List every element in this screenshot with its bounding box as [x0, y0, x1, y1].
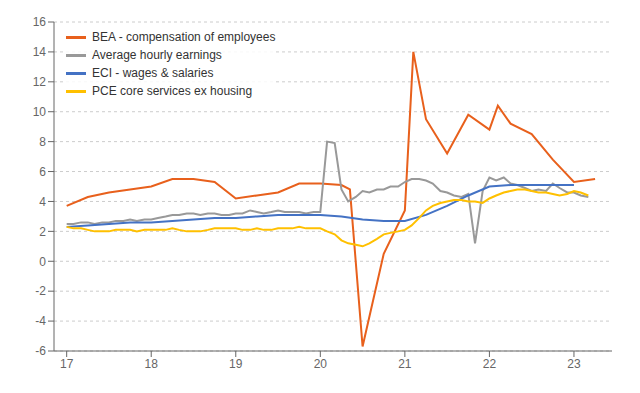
svg-text:16: 16 — [33, 15, 47, 29]
html-text:ECI - wages & salaries: ECI - wages & salaries — [92, 66, 214, 80]
svg-text:-6: -6 — [35, 344, 46, 358]
svg-text:12: 12 — [33, 75, 47, 89]
svg-text:23: 23 — [567, 357, 581, 371]
svg-text:6: 6 — [39, 165, 46, 179]
svg-text:20: 20 — [314, 357, 328, 371]
svg-text:14: 14 — [33, 45, 47, 59]
svg-text:4: 4 — [39, 195, 46, 209]
svg-text:17: 17 — [60, 357, 74, 371]
svg-text:21: 21 — [398, 357, 412, 371]
svg-text:8: 8 — [39, 135, 46, 149]
svg-text:-2: -2 — [35, 284, 46, 298]
svg-text:10: 10 — [33, 105, 47, 119]
html-text:Average hourly earnings: Average hourly earnings — [92, 48, 222, 62]
html-text:BEA - compensation of employee: BEA - compensation of employees — [92, 30, 276, 44]
svg-text:22: 22 — [483, 357, 497, 371]
svg-text:18: 18 — [145, 357, 159, 371]
svg-text:-4: -4 — [35, 314, 46, 328]
html-text:PCE core services ex housing: PCE core services ex housing — [92, 84, 253, 98]
svg-text:2: 2 — [39, 225, 46, 239]
svg-text:0: 0 — [39, 255, 46, 269]
svg-text:19: 19 — [229, 357, 243, 371]
